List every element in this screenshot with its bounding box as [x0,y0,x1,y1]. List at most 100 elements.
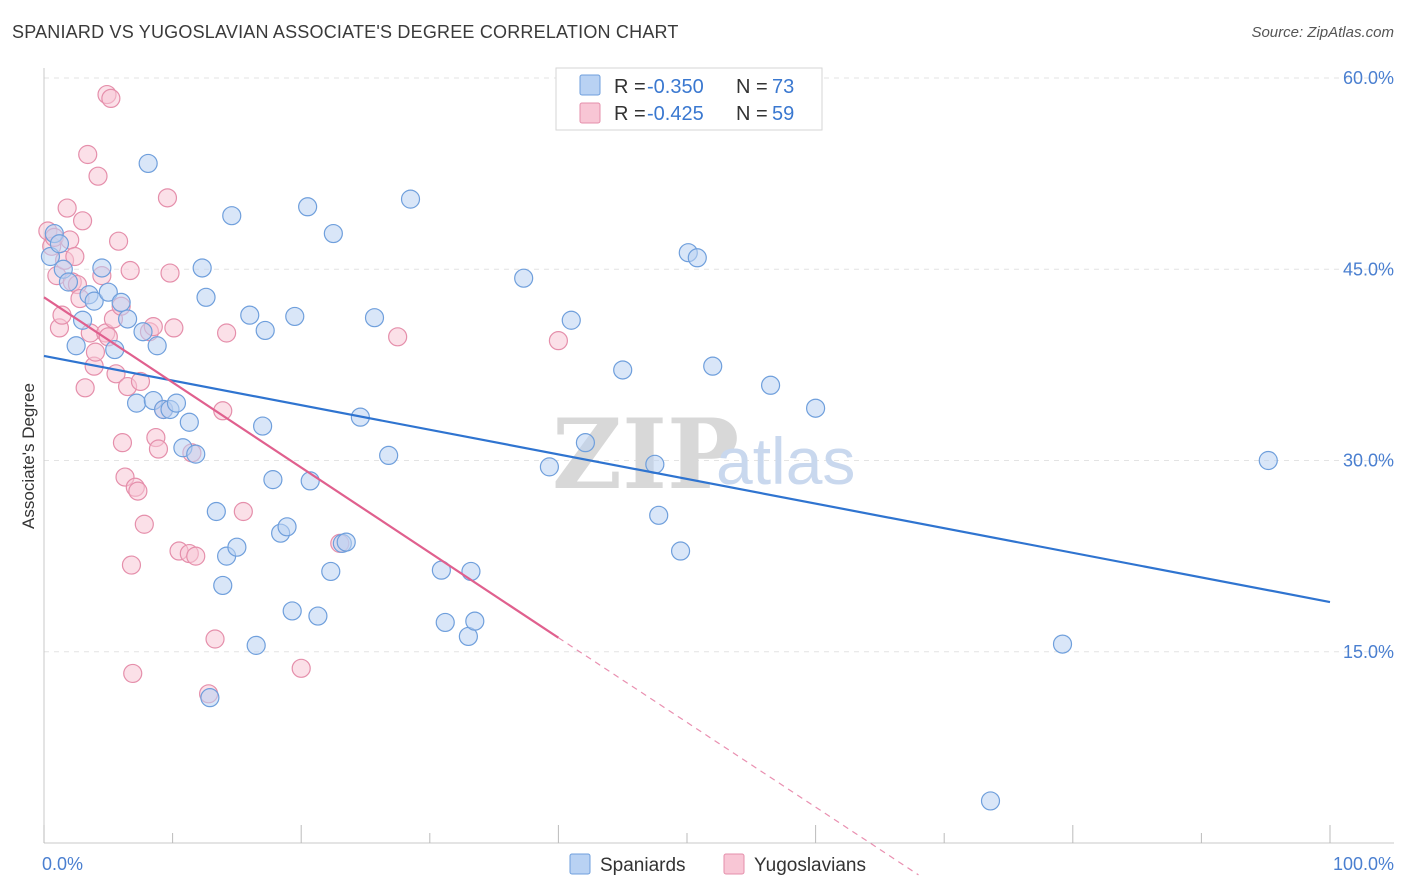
yugoslavians-point [205,629,225,649]
spaniards-points [40,153,1278,811]
spaniards-point [805,398,826,418]
spaniards-point [336,532,356,552]
spaniards-point [323,223,343,244]
yugoslavians-point [72,211,93,231]
spaniards-point [179,412,199,432]
legend: R = -0.350 N = 73 R = -0.425 N = 59 [555,67,823,131]
yugoslavians-point [128,481,148,501]
yugoslavians-point [291,658,311,678]
trend-lines [43,296,1331,876]
legend-n-label-spaniards: N = [736,76,768,98]
spaniards-point [186,444,206,464]
yugoslavians-point [186,546,206,566]
spaniards-point [282,601,302,621]
yugoslavians-point [157,188,178,208]
bottom-legend-label-spaniards: Spaniards [600,855,686,876]
yugoslavians-point [78,144,98,165]
spaniards-point [539,457,559,477]
yugoslavians-point [134,514,154,534]
yugoslavians-point [75,378,95,398]
yugoslavians-point [148,439,169,459]
x-tick-label-100: 100.0% [1333,854,1394,874]
yugoslavians-point [164,318,184,338]
yugoslavians-trend-line [43,296,560,639]
spaniards-point [126,393,147,413]
spaniards-point [58,272,79,292]
y-axis-title: Associate's Degree [19,383,38,529]
spaniards-point [321,561,341,582]
legend-n-value-yugoslavians: 59 [772,103,794,125]
spaniards-point [277,517,297,537]
spaniards-point [49,234,70,254]
spaniards-point [206,501,226,522]
watermark-zip: ZIP [552,398,739,511]
legend-swatch-yugoslavians [579,102,601,124]
bottom-legend-label-yugoslavians: Yugoslavians [754,855,866,876]
bottom-legend-swatch-spaniards [569,853,591,875]
watermark: ZIP atlas [552,398,855,511]
legend-n-label-yugoslavians: N = [736,103,768,125]
legend-r-label-yugoslavians: R = [614,103,646,125]
yugoslavians-point [88,166,108,186]
yugoslavians-point [57,198,77,218]
yugoslavians-point [120,260,140,281]
tick-labels: 15.0% 30.0% 45.0% 60.0% 0.0% 100.0% [42,68,1394,874]
yugoslavians-point [85,342,106,362]
y-tick-label-60: 60.0% [1343,68,1394,88]
y-tick-label-30: 30.0% [1343,451,1394,471]
bottom-legend: Spaniards Yugoslavians [569,853,866,876]
spaniards-point [255,320,275,341]
spaniards-point [670,541,691,561]
spaniards-trend-line [43,354,1331,604]
spaniards-point [379,445,399,465]
spaniards-point [613,360,633,380]
chart-source: Source: ZipAtlas.com [1251,24,1394,41]
legend-r-value-yugoslavians: -0.425 [647,103,704,125]
spaniards-point [364,308,385,328]
legend-n-value-spaniards: 73 [772,76,794,98]
yugoslavians-trend-extension [558,637,919,876]
spaniards-point [461,561,481,582]
spaniards-point [980,791,1001,811]
yugoslavians-point [65,246,85,267]
spaniards-point [298,197,318,217]
yugoslavians-point [112,433,133,453]
spaniards-point [111,292,131,312]
spaniards-point [649,505,669,525]
spaniards-point [200,688,220,708]
yugoslavians-point [121,555,142,575]
spaniards-point [117,309,138,329]
spaniards-point [246,635,266,655]
spaniards-point [575,433,596,453]
watermark-atlas: atlas [716,424,855,498]
yugoslavians-point [130,371,151,392]
yugoslavians-points [38,84,569,704]
yugoslavians-point [388,327,408,347]
y-tick-label-15: 15.0% [1343,642,1394,662]
spaniards-point [166,393,187,413]
spaniards-point [138,153,158,174]
spaniards-point [263,470,283,490]
spaniards-point [98,282,118,302]
y-tick-label-45: 45.0% [1343,259,1394,279]
spaniards-point [703,356,723,376]
yugoslavians-point [160,263,180,283]
legend-r-label-spaniards: R = [614,76,646,98]
spaniards-point [400,189,421,209]
spaniards-point [213,575,233,596]
yugoslavians-point [108,231,129,251]
spaniards-point [222,206,242,226]
spaniards-point [285,306,305,327]
spaniards-point [133,322,153,342]
spaniards-point [240,305,260,325]
legend-swatch-spaniards [579,74,601,96]
x-tick-label-0: 0.0% [42,854,83,874]
spaniards-point [192,258,212,278]
spaniards-point [253,416,273,436]
spaniards-point [435,612,455,633]
spaniards-point [465,611,485,631]
spaniards-point [147,336,167,356]
yugoslavians-point [233,501,253,522]
